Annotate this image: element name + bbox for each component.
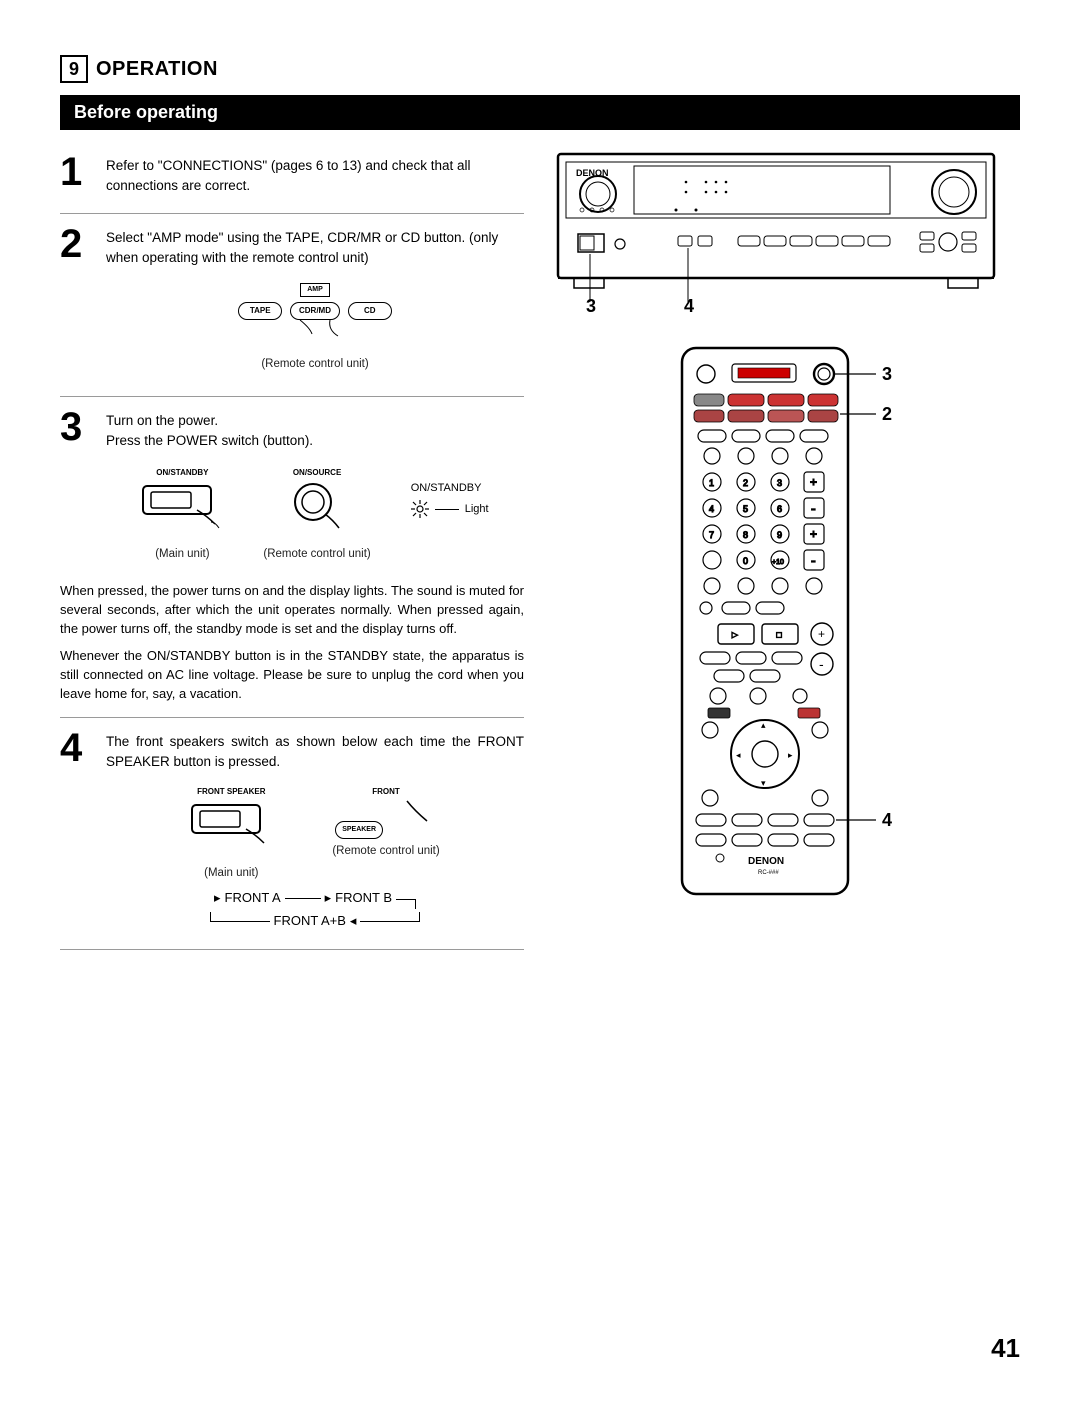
- remote-knob-diagram: ON/SOURCE (Remote control unit): [263, 467, 370, 563]
- svg-text:-: -: [811, 500, 816, 516]
- step-text: Select "AMP mode" using the TAPE, CDR/MR…: [106, 224, 524, 378]
- step-text: Turn on the power. Press the POWER switc…: [106, 407, 524, 562]
- divider: [60, 949, 524, 950]
- front-heading: FRONT: [332, 786, 439, 798]
- step-4-text: The front speakers switch as shown below…: [106, 734, 524, 769]
- step-2: 2 Select "AMP mode" using the TAPE, CDR/…: [60, 224, 524, 390]
- front-a-label: FRONT A: [214, 889, 281, 908]
- section-title: OPERATION: [96, 58, 218, 81]
- step-1: 1 Refer to "CONNECTIONS" (pages 6 to 13)…: [60, 152, 524, 207]
- step-4: 4 The front speakers switch as shown bel…: [60, 728, 524, 943]
- svg-text:-: -: [819, 656, 824, 672]
- right-column: DENON: [556, 152, 1020, 960]
- onsource-tiny-label: ON/SOURCE: [263, 467, 370, 479]
- main-unit-diagram: ON/STANDBY (Main unit): [141, 467, 223, 563]
- two-column-layout: 1 Refer to "CONNECTIONS" (pages 6 to 13)…: [60, 152, 1020, 960]
- left-column: 1 Refer to "CONNECTIONS" (pages 6 to 13)…: [60, 152, 524, 960]
- svg-text:6: 6: [777, 504, 782, 514]
- svg-text:-: -: [811, 552, 816, 568]
- power-diagram-row: ON/STANDBY (Main unit) ON/SOURCE: [106, 467, 524, 563]
- front-speaker-diagram-row: FRONT SPEAKER (Main unit) FRONT SPEAKER: [106, 786, 524, 882]
- svg-text:2: 2: [743, 478, 748, 488]
- svg-text:8: 8: [743, 530, 748, 540]
- front-speaker-cycle: FRONT A FRONT B FRONT A+B: [106, 889, 524, 931]
- svg-text:3: 3: [882, 364, 892, 384]
- amplifier-diagram: DENON: [556, 152, 1020, 312]
- diagram-caption: (Remote control unit): [106, 356, 524, 373]
- section-header: 9 OPERATION: [60, 55, 1020, 83]
- svg-text:+10: +10: [772, 559, 784, 566]
- onstandby-label: ON/STANDBY: [411, 481, 489, 497]
- light-indicator: ON/STANDBY: [411, 467, 489, 519]
- svg-text:4: 4: [709, 504, 714, 514]
- onstandby-tiny-label: ON/STANDBY: [141, 467, 223, 479]
- front-speaker-button-icon: [190, 799, 272, 855]
- svg-text:+: +: [810, 475, 817, 489]
- step-number: 4: [60, 728, 90, 768]
- svg-text:2: 2: [882, 404, 892, 424]
- svg-text:▸: ▸: [788, 750, 793, 760]
- svg-text:▴: ▴: [761, 720, 766, 730]
- svg-text:▸: ▸: [732, 629, 738, 641]
- svg-text:1: 1: [709, 478, 714, 488]
- remote-unit-caption: (Remote control unit): [332, 843, 439, 860]
- svg-text:7: 7: [709, 530, 714, 540]
- front-ab-label: FRONT A+B: [274, 912, 346, 931]
- main-unit-button-icon: [141, 480, 223, 536]
- svg-text:4: 4: [882, 810, 892, 830]
- main-unit-caption: (Main unit): [141, 546, 223, 563]
- amp-mode-diagram: AMP TAPE CDR/MD CD (Remote control unit): [106, 267, 524, 378]
- svg-text:0: 0: [743, 556, 748, 566]
- subheading-bar: Before operating: [60, 95, 1020, 130]
- svg-text:9: 9: [777, 530, 782, 540]
- divider: [60, 396, 524, 397]
- svg-text:RC-###: RC-###: [758, 870, 779, 876]
- remote-unit-caption: (Remote control unit): [263, 546, 370, 563]
- svg-text:5: 5: [743, 504, 748, 514]
- svg-text:3: 3: [777, 478, 782, 488]
- amplifier-svg-icon: DENON: [556, 152, 996, 312]
- step-3-line2: Press the POWER switch (button).: [106, 431, 524, 451]
- front-speaker-heading: FRONT SPEAKER: [190, 786, 272, 798]
- step-number: 1: [60, 152, 90, 192]
- pointer-hand-icon: [275, 318, 355, 346]
- light-bulb-icon: [411, 500, 429, 518]
- divider: [60, 717, 524, 718]
- speaker-pill: SPEAKER: [335, 821, 383, 839]
- step-3: 3 Turn on the power. Press the POWER swi…: [60, 407, 524, 574]
- section-number-box: 9: [60, 55, 88, 83]
- step-number: 2: [60, 224, 90, 264]
- step-2-text: Select "AMP mode" using the TAPE, CDR/MR…: [106, 230, 498, 265]
- pointer-hand-icon: [389, 797, 439, 831]
- remote-control-diagram: 3 2: [556, 344, 1020, 904]
- svg-text:+: +: [818, 627, 825, 641]
- section-number: 9: [69, 59, 79, 80]
- front-speaker-main: FRONT SPEAKER (Main unit): [190, 786, 272, 882]
- svg-text:3: 3: [586, 296, 596, 312]
- remote-knob-icon: [287, 480, 347, 536]
- power-paragraph-2: Whenever the ON/STANDBY button is in the…: [60, 647, 524, 704]
- amp-label-box: AMP: [300, 283, 330, 297]
- svg-text:+: +: [810, 527, 817, 541]
- step-number: 3: [60, 407, 90, 447]
- svg-text:4: 4: [684, 296, 694, 312]
- light-label: Light: [465, 502, 489, 518]
- remote-svg-icon: 3 2: [628, 344, 948, 904]
- page-number: 41: [991, 1333, 1020, 1364]
- power-paragraph-1: When pressed, the power turns on and the…: [60, 582, 524, 639]
- svg-text:DENON: DENON: [748, 856, 784, 867]
- svg-text:◂: ◂: [736, 750, 741, 760]
- svg-text:■: ■: [776, 630, 782, 641]
- step-text: The front speakers switch as shown below…: [106, 728, 524, 931]
- front-b-label: FRONT B: [325, 889, 392, 908]
- front-speaker-remote: FRONT SPEAKER (Remote control unit): [332, 786, 439, 860]
- main-unit-caption: (Main unit): [190, 865, 272, 882]
- divider: [60, 213, 524, 214]
- step-3-line1: Turn on the power.: [106, 411, 524, 431]
- step-text: Refer to "CONNECTIONS" (pages 6 to 13) a…: [106, 152, 524, 195]
- svg-text:▾: ▾: [761, 778, 766, 788]
